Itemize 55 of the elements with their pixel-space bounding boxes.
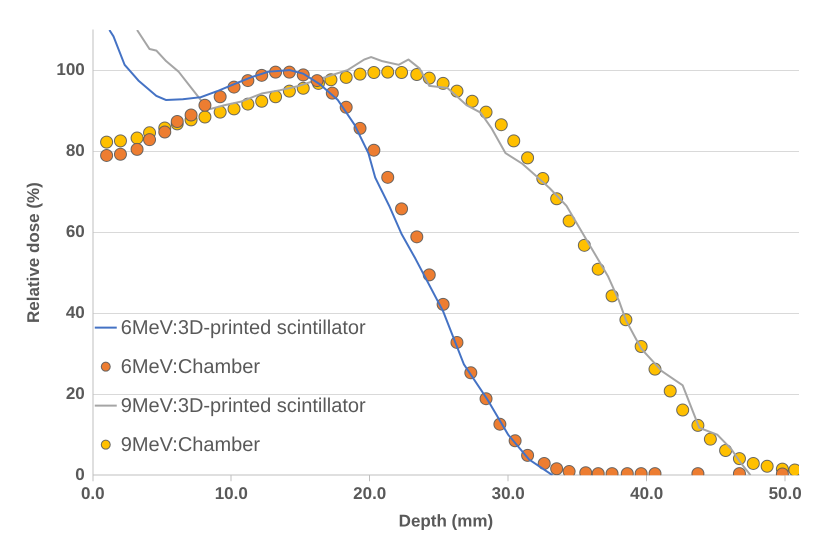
x-tick-label: 20.0: [353, 484, 386, 504]
point: [100, 148, 114, 162]
point: [143, 133, 156, 146]
point: [466, 94, 479, 108]
x-tick-label: 30.0: [492, 484, 525, 504]
x-tick-label: 0.0: [80, 484, 105, 504]
point: [340, 70, 353, 84]
point: [395, 202, 408, 216]
x-tick-label: 10.0: [214, 484, 248, 504]
point: [381, 66, 394, 79]
point: [664, 384, 677, 398]
x-axis-title: Depth (mm): [398, 511, 494, 530]
point: [158, 125, 172, 138]
point: [100, 136, 114, 149]
y-tick-label: 80: [66, 141, 85, 160]
x-tick-label: 40.0: [630, 484, 664, 504]
y-tick-label: 20: [66, 384, 85, 403]
point: [114, 134, 127, 148]
y-tick-label: 40: [66, 302, 85, 322]
point: [228, 102, 241, 116]
y-tick-label: 100: [56, 60, 85, 80]
point: [381, 170, 394, 184]
point: [760, 460, 774, 473]
point: [550, 462, 564, 476]
point: [255, 94, 268, 108]
legend-label: 6MeV:3D-printed scintillator: [120, 317, 366, 340]
point: [114, 148, 127, 161]
point: [676, 404, 690, 417]
y-tick-label: 0: [75, 464, 85, 484]
point: [198, 98, 212, 112]
point: [269, 90, 282, 104]
legend-label: 9MeV:Chamber: [120, 434, 260, 456]
point: [184, 108, 198, 122]
point: [746, 456, 760, 470]
point: [704, 432, 717, 446]
point: [367, 144, 380, 157]
point: [562, 214, 576, 228]
point: [410, 230, 424, 244]
x-tick-label: 50.0: [768, 484, 802, 504]
point: [198, 110, 212, 124]
point: [354, 68, 367, 81]
point: [395, 66, 408, 79]
legend-label: 9MeV:3D-printed scintillator: [120, 395, 366, 418]
point: [214, 90, 227, 104]
point: [367, 66, 380, 79]
point: [130, 132, 144, 145]
point: [214, 106, 227, 119]
point: [494, 118, 508, 132]
point: [170, 114, 184, 128]
y-axis-title: Relative dose (%): [24, 182, 43, 323]
y-tick-label: 60: [66, 222, 85, 242]
point: [130, 142, 144, 156]
point: [521, 151, 534, 164]
point: [507, 134, 520, 148]
legend-label: 6MeV:Chamber: [120, 356, 260, 378]
